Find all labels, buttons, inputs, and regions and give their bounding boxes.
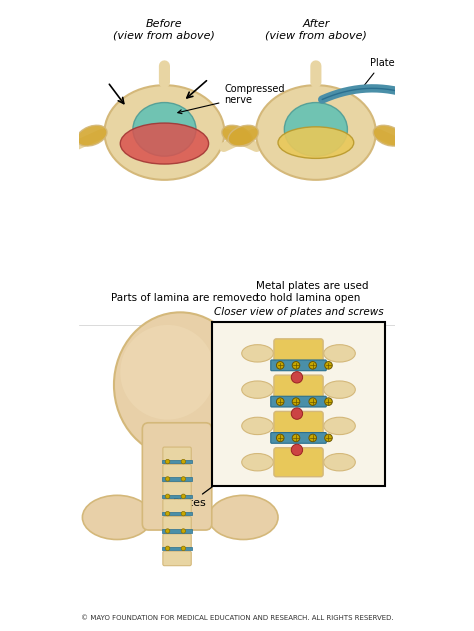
- FancyBboxPatch shape: [163, 516, 191, 531]
- FancyBboxPatch shape: [163, 482, 191, 496]
- FancyBboxPatch shape: [212, 322, 385, 486]
- Ellipse shape: [284, 102, 347, 156]
- Circle shape: [181, 494, 186, 498]
- FancyArrowPatch shape: [224, 134, 254, 147]
- FancyBboxPatch shape: [162, 477, 192, 481]
- Ellipse shape: [242, 381, 273, 398]
- FancyBboxPatch shape: [162, 546, 192, 550]
- Circle shape: [276, 434, 284, 442]
- Ellipse shape: [242, 454, 273, 471]
- Circle shape: [181, 477, 186, 481]
- Circle shape: [181, 459, 186, 464]
- FancyBboxPatch shape: [274, 411, 323, 440]
- FancyBboxPatch shape: [163, 551, 191, 565]
- FancyBboxPatch shape: [162, 529, 192, 533]
- FancyBboxPatch shape: [163, 464, 191, 479]
- Ellipse shape: [324, 454, 356, 471]
- FancyBboxPatch shape: [163, 534, 191, 548]
- Ellipse shape: [120, 123, 209, 164]
- Circle shape: [292, 398, 300, 406]
- Circle shape: [165, 494, 170, 498]
- Ellipse shape: [324, 417, 356, 435]
- Circle shape: [165, 459, 170, 464]
- FancyArrowPatch shape: [227, 134, 256, 147]
- Ellipse shape: [228, 126, 258, 146]
- Text: Parts of lamina are removed: Parts of lamina are removed: [111, 293, 258, 303]
- FancyBboxPatch shape: [162, 460, 192, 463]
- Ellipse shape: [373, 126, 404, 146]
- Circle shape: [165, 546, 170, 550]
- Ellipse shape: [104, 85, 224, 180]
- Ellipse shape: [324, 345, 356, 362]
- Text: © MAYO FOUNDATION FOR MEDICAL EDUCATION AND RESEARCH. ALL RIGHTS RESERVED.: © MAYO FOUNDATION FOR MEDICAL EDUCATION …: [81, 615, 393, 622]
- Circle shape: [276, 398, 284, 406]
- Circle shape: [292, 434, 300, 442]
- Circle shape: [325, 434, 332, 442]
- Circle shape: [309, 362, 317, 369]
- Ellipse shape: [114, 312, 246, 457]
- Text: Metal plates are used
to hold lamina open: Metal plates are used to hold lamina ope…: [256, 281, 368, 303]
- Circle shape: [325, 362, 332, 369]
- FancyBboxPatch shape: [274, 339, 323, 368]
- FancyBboxPatch shape: [162, 495, 192, 498]
- Text: Compressed
nerve: Compressed nerve: [178, 84, 285, 114]
- Circle shape: [292, 362, 300, 369]
- Ellipse shape: [133, 102, 196, 156]
- Circle shape: [291, 372, 302, 383]
- FancyBboxPatch shape: [271, 396, 326, 407]
- Ellipse shape: [242, 345, 273, 362]
- FancyBboxPatch shape: [142, 423, 212, 530]
- Circle shape: [291, 444, 302, 456]
- FancyBboxPatch shape: [271, 360, 326, 371]
- Circle shape: [181, 546, 186, 550]
- Text: Plates: Plates: [173, 471, 234, 509]
- Ellipse shape: [278, 127, 354, 158]
- Circle shape: [276, 362, 284, 369]
- Circle shape: [165, 477, 170, 481]
- Ellipse shape: [77, 126, 107, 146]
- Circle shape: [165, 511, 170, 516]
- Ellipse shape: [256, 85, 376, 180]
- FancyBboxPatch shape: [162, 512, 192, 515]
- Ellipse shape: [242, 417, 273, 435]
- FancyBboxPatch shape: [274, 375, 323, 404]
- Circle shape: [165, 529, 170, 533]
- FancyBboxPatch shape: [163, 447, 191, 462]
- Ellipse shape: [324, 381, 356, 398]
- Ellipse shape: [209, 495, 278, 540]
- Circle shape: [291, 408, 302, 419]
- Circle shape: [325, 398, 332, 406]
- FancyBboxPatch shape: [271, 433, 326, 443]
- Circle shape: [181, 529, 186, 533]
- FancyArrowPatch shape: [378, 134, 408, 147]
- Circle shape: [309, 434, 317, 442]
- Text: Plate: Plate: [359, 58, 394, 91]
- Circle shape: [309, 398, 317, 406]
- Circle shape: [181, 511, 186, 516]
- Text: Closer view of plates and screws: Closer view of plates and screws: [214, 307, 383, 317]
- FancyArrowPatch shape: [73, 134, 102, 147]
- Text: Before
(view from above): Before (view from above): [113, 19, 215, 40]
- Text: After
(view from above): After (view from above): [265, 19, 367, 40]
- FancyBboxPatch shape: [274, 448, 323, 477]
- Ellipse shape: [82, 495, 152, 540]
- Ellipse shape: [222, 126, 252, 146]
- FancyBboxPatch shape: [163, 499, 191, 514]
- Ellipse shape: [120, 325, 215, 420]
